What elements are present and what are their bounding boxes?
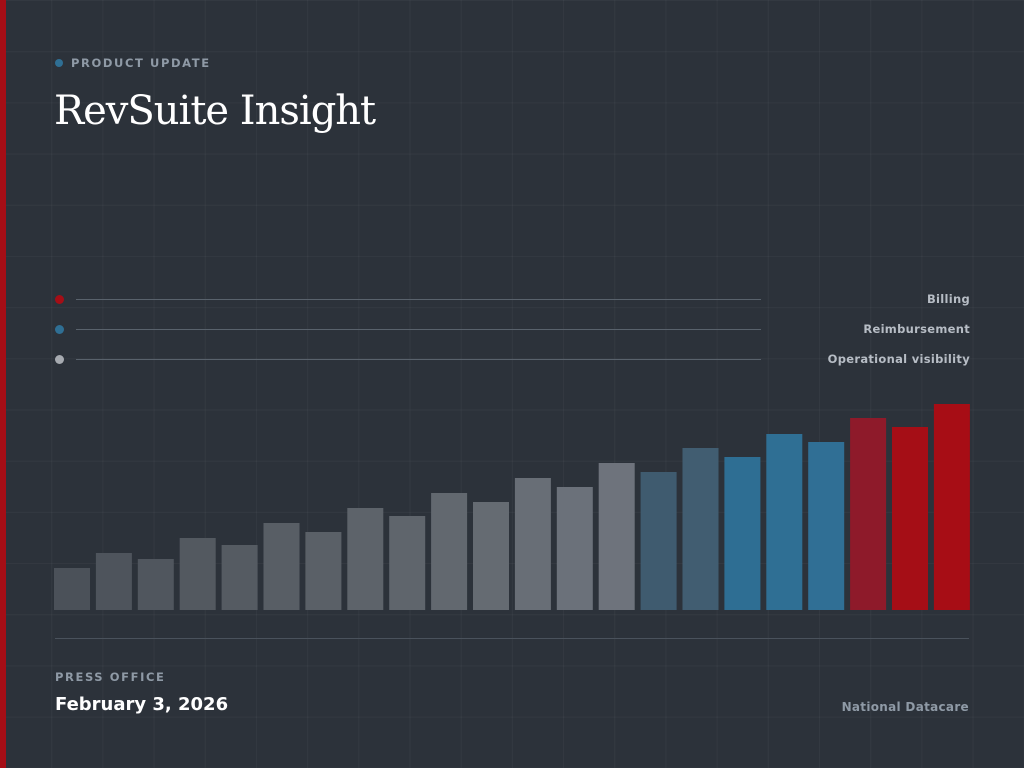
legend-rule [76,299,761,300]
operational-visibility-dot-icon [55,355,64,364]
chart-bar-20 [850,418,887,610]
legend-label-reimbursement: Reimbursement [863,322,970,336]
chart-bar-13 [556,487,593,610]
organization-name: National Datacare [841,700,969,714]
chart-bar-5 [221,545,258,610]
page-title: RevSuite Insight [54,88,376,134]
chart-bar-15 [640,472,677,610]
chart-bar-10 [431,493,468,610]
legend-item-operational-visibility: Operational visibility [55,350,970,370]
chart-bar-21 [892,427,928,610]
legend-label-operational-visibility: Operational visibility [827,352,970,366]
eyebrow-label: PRODUCT UPDATE [71,56,211,70]
chart-bar-7 [305,532,342,610]
legend-item-billing: Billing [55,290,970,310]
chart-bar-17 [724,457,761,610]
chart-bar-2 [95,553,132,610]
chart-bar-6 [263,523,300,610]
legend-rule [76,329,761,330]
legend-rule [76,359,761,360]
reimbursement-dot-icon [55,325,64,334]
release-date: February 3, 2026 [55,694,229,715]
chart-bar-9 [389,516,426,610]
chart-bar-4 [179,538,216,610]
chart-bar-16 [682,448,719,610]
chart-bar-11 [473,502,509,610]
eyebrow: PRODUCT UPDATE [55,56,211,70]
chart-bar-22 [933,404,970,610]
legend-item-reimbursement: Reimbursement [55,320,970,340]
legend-label-billing: Billing [926,292,970,306]
eyebrow-dot-icon [55,59,63,67]
chart-bar-19 [808,442,845,610]
footer-divider [55,638,969,639]
left-accent-bar [0,0,6,768]
chart-bar-8 [347,508,384,610]
chart-bar-3 [137,559,174,610]
chart-bar-14 [598,463,635,610]
chart-bar-12 [514,478,551,610]
press-office-label: PRESS OFFICE [55,670,166,684]
bar-chart [54,404,970,610]
chart-bar-18 [766,434,803,610]
billing-dot-icon [55,295,64,304]
chart-bar-1 [54,568,90,610]
